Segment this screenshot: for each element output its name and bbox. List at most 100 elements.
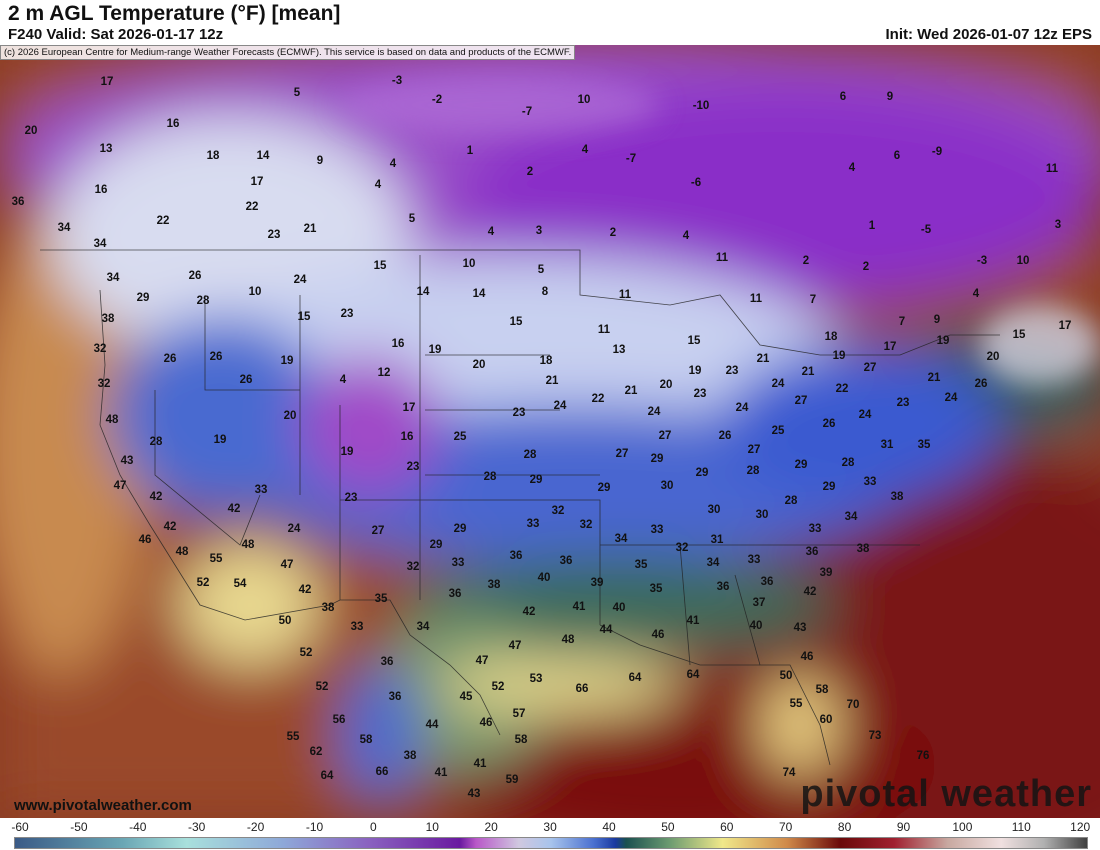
temperature-label: 47 (280, 559, 294, 571)
temperature-label: 14 (256, 150, 270, 162)
temperature-label: 30 (660, 480, 674, 492)
temperature-label: 33 (350, 621, 364, 633)
temperature-label: 19 (428, 344, 442, 356)
temperature-label: -3 (391, 75, 403, 87)
temperature-label: 52 (196, 577, 210, 589)
temperature-label: 74 (782, 767, 796, 779)
temperature-label: 11 (1045, 163, 1059, 175)
colorbar-tick-label: 0 (370, 820, 377, 834)
temperature-label: 35 (374, 593, 388, 605)
temperature-label: 28 (483, 471, 497, 483)
temperature-label: 36 (509, 550, 523, 562)
temperature-label: 2 (526, 166, 534, 178)
temperature-label: 45 (459, 691, 473, 703)
temperature-label: -2 (431, 94, 443, 106)
temperature-label: 33 (747, 554, 761, 566)
colorbar-tick-label: 60 (720, 820, 734, 834)
temperature-label: 66 (375, 766, 389, 778)
temperature-label: 19 (832, 350, 846, 362)
temperature-label: 28 (196, 295, 210, 307)
temperature-label: 22 (156, 215, 170, 227)
temperature-label: 34 (614, 533, 628, 545)
temperature-label: 4 (682, 230, 690, 242)
temperature-label: 21 (624, 385, 638, 397)
copyright-notice: (c) 2026 European Centre for Medium-rang… (0, 45, 576, 60)
temperature-label: 31 (880, 439, 894, 451)
temperature-label: 60 (819, 714, 833, 726)
temperature-label: 47 (113, 480, 127, 492)
temperature-label: 46 (651, 629, 665, 641)
temperature-label: 44 (425, 719, 439, 731)
temperature-label: 11 (749, 293, 763, 305)
temperature-label: 29 (529, 474, 543, 486)
temperature-label: 38 (487, 579, 501, 591)
temperature-label: 11 (597, 324, 611, 336)
temperature-label: 47 (475, 655, 489, 667)
temperature-label: 30 (707, 504, 721, 516)
temperature-label: 27 (794, 395, 808, 407)
temperature-label: 21 (756, 353, 770, 365)
temperature-label: 28 (784, 495, 798, 507)
colorbar-tick-label: -60 (11, 820, 29, 834)
temperature-label: 27 (371, 525, 385, 537)
temperature-label: 24 (553, 400, 567, 412)
temperature-label: 26 (974, 378, 988, 390)
temperature-label: 24 (293, 274, 307, 286)
temperature-label: 29 (597, 482, 611, 494)
temperature-label: 13 (612, 344, 626, 356)
temperature-label: 16 (94, 184, 108, 196)
temperature-label: 20 (283, 410, 297, 422)
temperature-label: 6 (839, 91, 847, 103)
temperature-label: 25 (453, 431, 467, 443)
temperature-label: 40 (537, 572, 551, 584)
temperature-label: 28 (523, 449, 537, 461)
temperature-label: 22 (245, 201, 259, 213)
temperature-label: 53 (529, 673, 543, 685)
temperature-label: 17 (402, 402, 416, 414)
temperature-label: 6 (893, 150, 901, 162)
borders (40, 249, 1000, 766)
temperature-label: 37 (752, 597, 766, 609)
colorbar-tick-label: 100 (952, 820, 973, 834)
temperature-label: 16 (166, 118, 180, 130)
temperature-label: 48 (241, 539, 255, 551)
temperature-label: 19 (280, 355, 294, 367)
temperature-label: 33 (526, 518, 540, 530)
temperature-label: 39 (590, 577, 604, 589)
temperature-label: 27 (863, 362, 877, 374)
colorbar-tick-label: -40 (129, 820, 147, 834)
temperature-label: 19 (688, 365, 702, 377)
temperature-label: 2 (609, 227, 617, 239)
temperature-label: 42 (149, 491, 163, 503)
temperature-label: 32 (551, 505, 565, 517)
temperature-label: 25 (771, 425, 785, 437)
temperature-label: 1 (868, 220, 876, 232)
temperature-map[interactable]: (c) 2026 European Centre for Medium-rang… (0, 45, 1100, 818)
temperature-label: 7 (898, 316, 906, 328)
temperature-label: 24 (647, 406, 661, 418)
temperature-label: 29 (695, 467, 709, 479)
temperature-label: 43 (120, 455, 134, 467)
website-link[interactable]: www.pivotalweather.com (14, 797, 192, 814)
temperature-label: 15 (687, 335, 701, 347)
temperature-label: 4 (972, 288, 980, 300)
temperature-label: 21 (303, 223, 317, 235)
temperature-label: 36 (388, 691, 402, 703)
temperature-label: 41 (473, 758, 487, 770)
temperature-label: 33 (451, 557, 465, 569)
temperature-label: 52 (299, 647, 313, 659)
temperature-label: -7 (625, 153, 637, 165)
colorbar-tick-label: 110 (1011, 820, 1031, 834)
temperature-label: 24 (944, 392, 958, 404)
temperature-label: 26 (163, 353, 177, 365)
temperature-label: 36 (716, 581, 730, 593)
temperature-label: 2 (802, 255, 810, 267)
temperature-label: 40 (612, 602, 626, 614)
temperature-label: 34 (706, 557, 720, 569)
temperature-label: 64 (320, 770, 334, 782)
temperature-label: 36 (380, 656, 394, 668)
temperature-label: 23 (267, 229, 281, 241)
map-title: 2 m AGL Temperature (°F) [mean] (8, 2, 341, 25)
temperature-label: 29 (794, 459, 808, 471)
temperature-label: 54 (233, 578, 247, 590)
